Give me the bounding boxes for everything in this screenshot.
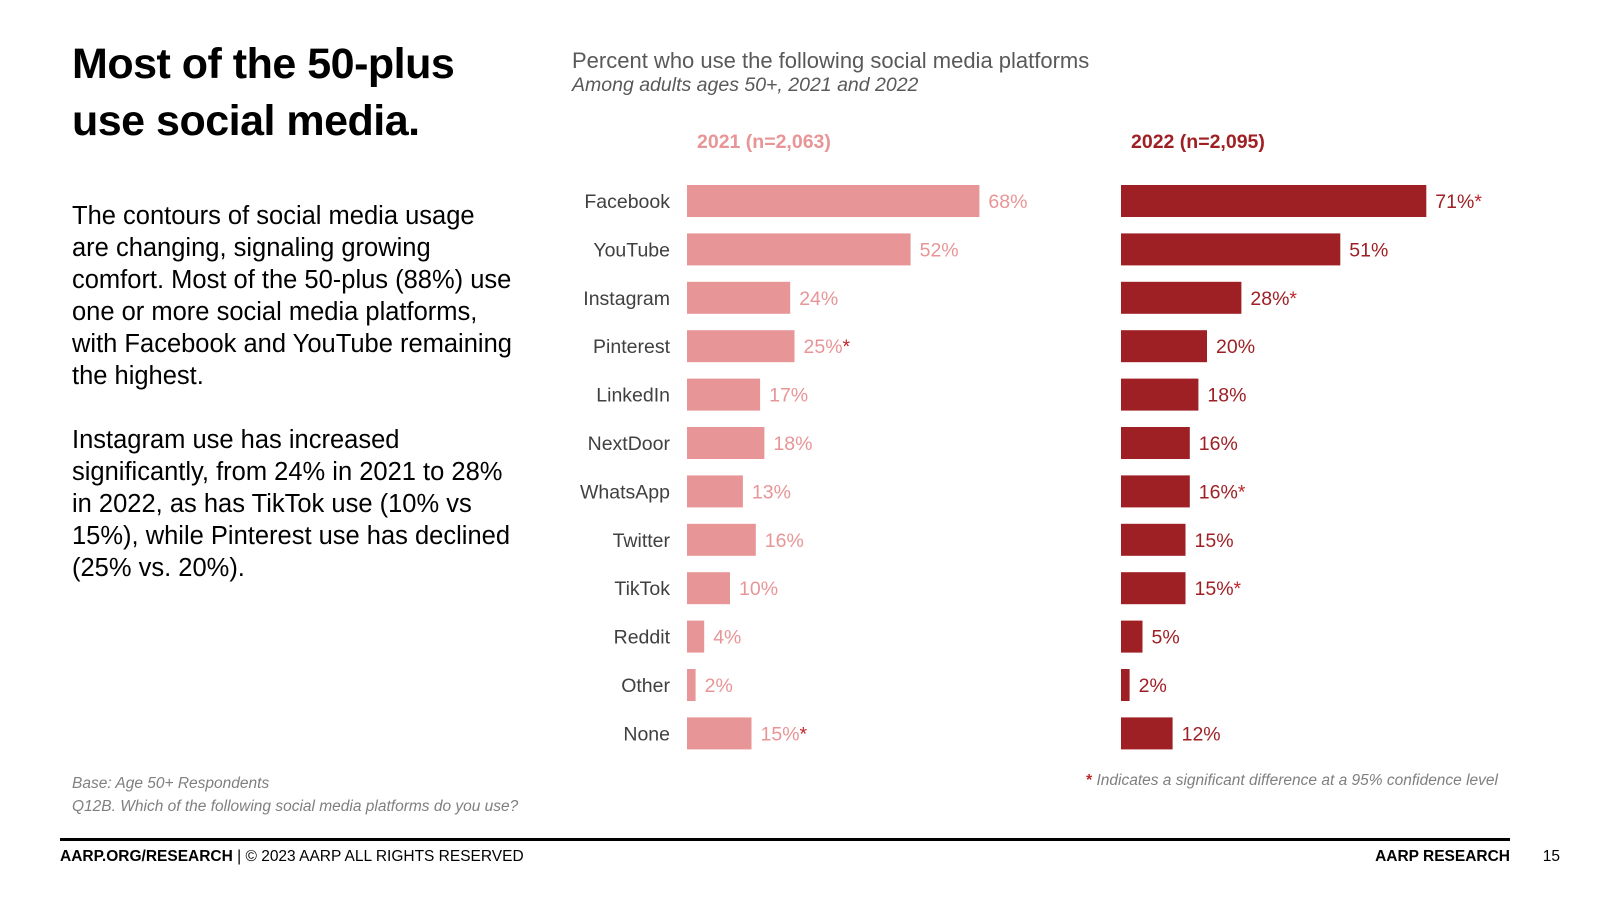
data-label: 17% xyxy=(769,385,808,407)
category-label: LinkedIn xyxy=(596,385,670,407)
bar xyxy=(687,185,980,217)
bar xyxy=(687,281,791,314)
bar xyxy=(1121,233,1341,266)
series-legend-label: 2022 (n=2,095) xyxy=(1131,131,1265,153)
footer-left: AARP.ORG/RESEARCH | © 2023 AARP ALL RIGH… xyxy=(60,848,524,866)
bar xyxy=(1121,475,1190,508)
category-label: YouTube xyxy=(593,239,670,261)
bar xyxy=(1121,669,1130,701)
data-label: 13% xyxy=(752,481,791,503)
bar xyxy=(1121,281,1242,314)
data-label: 5% xyxy=(1152,627,1180,649)
bar xyxy=(687,475,743,508)
bar xyxy=(1121,620,1143,653)
bar xyxy=(1121,185,1427,217)
data-label: 15% xyxy=(1195,530,1234,552)
body-text: The contours of social media usage are c… xyxy=(72,200,512,616)
category-label: Reddit xyxy=(614,627,671,649)
bar xyxy=(1121,572,1186,605)
category-label: Instagram xyxy=(583,288,670,310)
data-label: 51% xyxy=(1349,239,1388,261)
bar xyxy=(687,572,730,605)
question-note-line: Q12B. Which of the following social medi… xyxy=(72,798,519,815)
base-note-line: Base: Age 50+ Respondents xyxy=(72,775,270,792)
bar xyxy=(687,330,795,363)
series-legend-label: 2021 (n=2,063) xyxy=(697,131,831,153)
bar xyxy=(687,523,756,556)
footer-copyright: | © 2023 AARP ALL RIGHTS RESERVED xyxy=(232,848,524,865)
data-label: 16% xyxy=(1199,433,1238,455)
chart-subtitle: Among adults ages 50+, 2021 and 2022 xyxy=(572,74,919,96)
data-label: 2% xyxy=(1139,675,1167,697)
page-number: 15 xyxy=(1542,848,1560,865)
category-label: None xyxy=(623,723,670,745)
data-label: 2% xyxy=(705,675,733,697)
category-label: Facebook xyxy=(584,191,670,213)
bar xyxy=(1121,378,1199,411)
bar xyxy=(687,620,705,653)
bar xyxy=(687,233,911,266)
bar-chart: Facebook YouTube Instagram Pinterest LinkedI… xyxy=(580,131,1482,750)
bar xyxy=(687,427,765,459)
significance-star: * xyxy=(1086,772,1093,789)
data-label: 15%* xyxy=(1195,578,1242,600)
data-label: 52% xyxy=(920,239,959,261)
data-label: 4% xyxy=(713,627,741,649)
data-label: 68% xyxy=(988,191,1027,213)
slide-title: Most of the 50-plus use social media. xyxy=(72,40,455,145)
bar xyxy=(1121,717,1173,750)
bar xyxy=(1121,330,1207,363)
bar xyxy=(687,378,761,411)
data-label: 28%* xyxy=(1250,288,1297,310)
category-label: WhatsApp xyxy=(580,481,670,503)
bar xyxy=(687,717,752,750)
category-label: NextDoor xyxy=(588,433,671,455)
footer-site[interactable]: AARP.ORG/RESEARCH xyxy=(60,848,233,865)
category-label: Other xyxy=(621,675,670,697)
data-label: 24% xyxy=(799,288,838,310)
bar xyxy=(1121,427,1190,459)
significance-note: * Indicates a significant difference at … xyxy=(1086,772,1498,790)
data-label: 71%* xyxy=(1435,191,1482,213)
data-label: 16% xyxy=(765,530,804,552)
data-label: 25%* xyxy=(804,336,851,358)
category-label: TikTok xyxy=(614,578,670,600)
data-label: 18% xyxy=(1207,385,1246,407)
footer-divider xyxy=(60,838,1510,841)
significance-note-text: Indicates a significant difference at a … xyxy=(1092,772,1498,789)
category-label: Twitter xyxy=(613,530,671,552)
data-label: 18% xyxy=(773,433,812,455)
data-label: 10% xyxy=(739,578,778,600)
body-paragraph-2: Instagram use has increased significantl… xyxy=(72,426,510,582)
category-label: Pinterest xyxy=(593,336,671,358)
footer-brand: AARP RESEARCH xyxy=(1375,848,1510,865)
data-label: 15%* xyxy=(761,723,808,745)
base-note: Base: Age 50+ Respondents Q12B. Which of… xyxy=(72,772,518,818)
bar xyxy=(1121,523,1186,556)
data-label: 16%* xyxy=(1199,481,1246,503)
body-paragraph-1: The contours of social media usage are c… xyxy=(72,202,512,390)
chart-title: Percent who use the following social med… xyxy=(572,48,1090,73)
data-label: 20% xyxy=(1216,336,1255,358)
bar xyxy=(687,669,696,701)
data-label: 12% xyxy=(1182,723,1221,745)
